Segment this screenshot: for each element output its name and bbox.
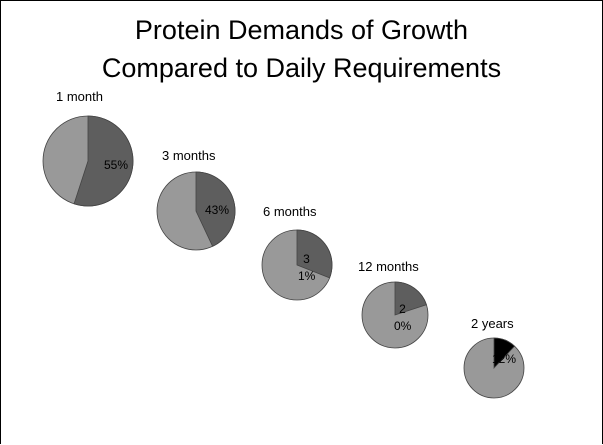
pie-slice (493, 337, 516, 370)
value-label: 55% (103, 158, 129, 172)
pie-slice (195, 171, 236, 247)
pie-label: 1 month (56, 89, 103, 104)
value-label: 31% (298, 252, 316, 283)
pie-slice (394, 281, 427, 316)
value-label: 12% (491, 352, 517, 366)
pie-slice (296, 229, 333, 279)
value-label: 20% (394, 302, 412, 333)
value-label: 43% (204, 203, 230, 217)
title-line: Compared to Daily Requirements (101, 53, 502, 83)
pie-slice (73, 115, 134, 207)
pie-label: 12 months (358, 259, 419, 274)
pie-label: 2 years (471, 316, 514, 331)
title-line: Protein Demands of Growth (134, 15, 469, 45)
pie-label: 6 months (263, 204, 317, 219)
pie-label: 3 months (162, 148, 216, 163)
